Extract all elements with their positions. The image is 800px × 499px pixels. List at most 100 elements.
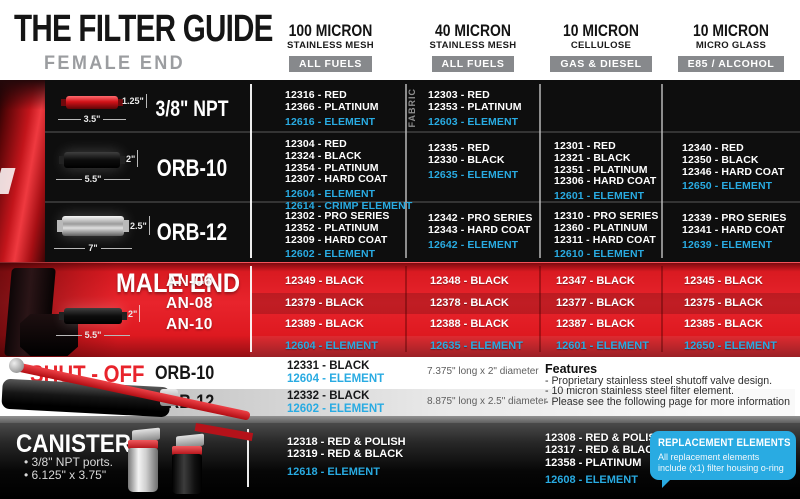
part-numbers: 12304 - RED 12324 - BLACK 12354 - PLATIN… xyxy=(285,138,388,186)
fuel-badge: ALL FUELS xyxy=(431,56,515,72)
column-divider xyxy=(539,84,541,258)
dim-label: 2" xyxy=(128,308,138,319)
canister-part-cell: 12318 - RED & POLISH 12319 - RED & BLACK… xyxy=(287,436,406,478)
canister-body xyxy=(128,448,158,492)
fuel-badge: E85 / ALCOHOL xyxy=(677,56,785,72)
column-subtitle: STAINLESS MESH xyxy=(287,40,374,51)
part-numbers: 12342 - PRO SERIES 12343 - HARD COAT xyxy=(428,212,533,236)
fabric-note: FABRIC xyxy=(407,88,417,128)
row-label-orb10: ORB-10 xyxy=(156,155,228,182)
orb10-filter-image: 2" 5.5" xyxy=(56,146,148,192)
column-title: 40 MICRON xyxy=(435,21,511,40)
label-column-divider xyxy=(250,266,252,352)
male-part: 12378 - BLACK xyxy=(430,296,509,309)
features-list: - Proprietary stainless steel shutoff va… xyxy=(545,375,790,408)
canister-body xyxy=(172,454,202,494)
diameter-dimension: 1.25" xyxy=(122,94,150,108)
dim-label: 3.5" xyxy=(83,114,101,124)
shutoff-element: 12602 - ELEMENT xyxy=(287,403,385,415)
column-title: 10 MICRON xyxy=(563,21,639,40)
part-numbers-cell: 12301 - RED 12321 - BLACK 12351 - PLATIN… xyxy=(554,140,656,203)
female-end-label: FEMALE END xyxy=(44,53,186,74)
section-divider-bar xyxy=(0,416,800,423)
column-header-10-micron-micro-glass: 10 MICRON MICRO GLASS E85 / ALCOHOL xyxy=(662,22,800,72)
diameter-dimension: 2" xyxy=(126,150,141,167)
column-header-40-micron: 40 MICRON STAINLESS MESH ALL FUELS xyxy=(406,22,540,72)
male-element: 12601 - ELEMENT xyxy=(556,339,649,352)
part-numbers-cell: 12339 - PRO SERIES 12341 - HARD COAT 1263… xyxy=(682,212,787,251)
replacement-elements-box: REPLACEMENT ELEMENTS All replacement ele… xyxy=(650,431,796,489)
row-label-an10: AN-10 xyxy=(166,316,213,333)
dim-label: 5.5" xyxy=(84,174,102,184)
row-label-an06: AN-06 xyxy=(166,273,213,290)
length-dimension: 5.5" xyxy=(56,330,130,340)
male-row-stripe xyxy=(250,292,800,314)
column-subtitle: CELLULOSE xyxy=(570,40,632,51)
shutoff-part: 12331 - BLACK xyxy=(287,360,370,372)
brand-logo-mark xyxy=(0,168,16,194)
part-numbers-cell: 12335 - RED 12330 - BLACK 12635 - ELEMENT xyxy=(428,142,519,181)
part-numbers-cell: 12304 - RED 12324 - BLACK 12354 - PLATIN… xyxy=(285,138,413,213)
column-subtitle: MICRO GLASS xyxy=(695,40,767,51)
column-divider xyxy=(405,266,407,352)
length-dimension: 7" xyxy=(54,243,132,253)
part-numbers: 12303 - RED 12353 - PLATINUM xyxy=(428,89,522,113)
male-elements-stripe xyxy=(250,335,800,357)
part-numbers: 12310 - PRO SERIES 12360 - PLATINUM 1231… xyxy=(554,210,659,246)
canister-cap xyxy=(128,440,158,449)
male-element: 12604 - ELEMENT xyxy=(285,339,378,352)
row-separator xyxy=(45,131,800,133)
part-numbers-cell: 12310 - PRO SERIES 12360 - PLATINUM 1231… xyxy=(554,210,659,261)
male-part: 12375 - BLACK xyxy=(684,296,763,309)
fuel-badge: ALL FUELS xyxy=(289,56,372,72)
shutoff-element: 12604 - ELEMENT xyxy=(287,373,385,385)
replacement-body: All replacement elements include (x1) fi… xyxy=(658,452,784,473)
element-numbers: 12639 - ELEMENT xyxy=(682,238,773,251)
part-numbers-cell: 12302 - PRO SERIES 12352 - PLATINUM 1230… xyxy=(285,210,390,261)
shutoff-part-cell: 12332 - BLACK 12602 - ELEMENT xyxy=(287,390,384,415)
column-divider xyxy=(661,84,663,258)
diameter-dimension: 2.5" xyxy=(130,216,153,235)
element-numbers: 12602 - ELEMENT xyxy=(285,248,376,261)
red-filter-photo xyxy=(0,80,45,262)
canister-divider xyxy=(247,429,249,487)
row-label-npt: 3/8" NPT xyxy=(155,96,229,121)
part-numbers: 12318 - RED & POLISH 12319 - RED & BLACK xyxy=(287,436,406,461)
length-dimension: 3.5" xyxy=(58,114,126,124)
male-part: 12347 - BLACK xyxy=(556,275,635,287)
dim-label: 1.25" xyxy=(122,96,144,106)
column-header-100-micron: 100 MICRON STAINLESS MESH ALL FUELS xyxy=(255,22,406,72)
male-part: 12379 - BLACK xyxy=(285,296,364,309)
shutoff-row-label-orb10: ORB-10 xyxy=(155,363,215,384)
part-numbers: 12340 - RED 12350 - BLACK 12346 - HARD C… xyxy=(682,142,785,178)
shutoff-part: 12332 - BLACK xyxy=(287,390,370,402)
part-numbers-cell: 12342 - PRO SERIES 12343 - HARD COAT 1264… xyxy=(428,212,533,251)
shutoff-part-cell: 12331 - BLACK 12604 - ELEMENT xyxy=(287,360,384,385)
male-part: 12385 - BLACK xyxy=(684,318,763,330)
part-numbers-cell: 12303 - RED 12353 - PLATINUM 12603 - ELEM… xyxy=(428,89,522,128)
male-part: 12349 - BLACK xyxy=(285,275,364,287)
column-divider xyxy=(405,84,407,258)
orb12-row-band xyxy=(150,389,795,416)
male-part: 12345 - BLACK xyxy=(684,275,763,287)
column-title: 100 MICRON xyxy=(288,21,373,40)
npt-filter-image: 1.25" 3.5" xyxy=(58,92,150,128)
element-numbers: 12603 - ELEMENT xyxy=(428,115,519,128)
part-numbers: 12302 - PRO SERIES 12352 - PLATINUM 1230… xyxy=(285,210,390,246)
filter-pill xyxy=(61,96,123,109)
element-numbers: 12616 - ELEMENT xyxy=(285,115,376,128)
row-label-an08: AN-08 xyxy=(166,294,213,312)
column-subtitle: STAINLESS MESH xyxy=(429,40,517,51)
shutoff-dimension: 7.375" long x 2" diameter xyxy=(427,366,539,377)
element-numbers: 12604 - ELEMENT 12614 - CRIMP ELEMENT xyxy=(285,188,413,212)
label-column-divider xyxy=(250,84,252,258)
element-numbers: 12635 - ELEMENT xyxy=(428,168,519,181)
canister-part-cell: 12308 - RED & POLISH 12317 - RED & BLACK… xyxy=(545,432,664,487)
row-label-orb12: ORB-12 xyxy=(156,219,228,246)
row-separator xyxy=(45,201,800,203)
element-numbers: 12601 - ELEMENT xyxy=(554,190,645,203)
male-part: 12388 - BLACK xyxy=(430,318,509,330)
column-divider xyxy=(661,266,663,352)
dim-label: 2" xyxy=(126,153,136,164)
